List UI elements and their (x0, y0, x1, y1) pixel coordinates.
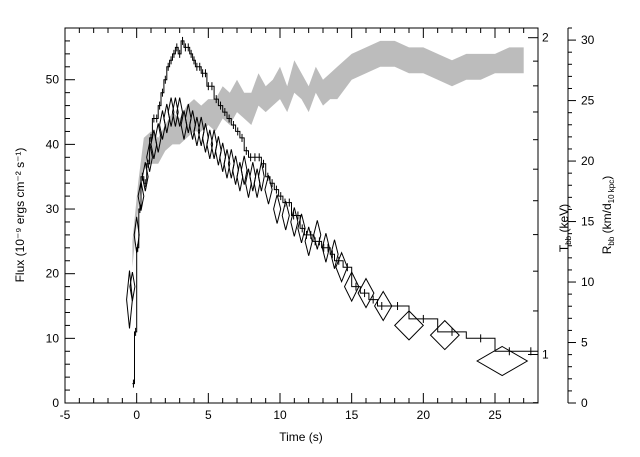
diamond-point (184, 103, 192, 134)
diamond-point (137, 181, 145, 211)
x-tick-label: 5 (205, 408, 212, 422)
y-tick-label: 40 (46, 137, 60, 151)
radius-tick-label: 15 (581, 215, 595, 229)
temperature-band (132, 40, 524, 268)
diamond-point (146, 142, 153, 172)
y-axis-title: Flux (10⁻⁹ ergs cm⁻² s⁻¹) (13, 148, 27, 283)
diamond-point (297, 213, 306, 244)
diamond-point (133, 216, 140, 254)
diamond-point (214, 136, 222, 166)
diamond-point (227, 149, 235, 179)
radius-tick-label: 20 (581, 154, 595, 168)
diamond-point (357, 277, 375, 309)
y-tick-label: 50 (46, 73, 60, 87)
diamond-point (240, 155, 248, 185)
temperature-tick-label: 2 (542, 31, 549, 45)
y-tick-label: 0 (52, 396, 59, 410)
diamond-point (281, 200, 290, 231)
x-axis-title: Time (s) (279, 430, 323, 444)
y-tick-label: 30 (46, 202, 60, 216)
x-tick-label: 25 (488, 408, 502, 422)
diamond-point (176, 97, 184, 127)
diamond-point (273, 194, 282, 224)
diamond-point (429, 319, 460, 351)
diamond-point (330, 239, 339, 269)
diamond-point (321, 233, 330, 263)
diamond-point (304, 226, 313, 256)
y-axis-right-temperature: 12 (528, 28, 549, 404)
x-tick-label: 15 (345, 408, 359, 422)
y-tick-label: 20 (46, 267, 60, 281)
diamond-point (290, 207, 299, 237)
radius-tick-label: 10 (581, 275, 595, 289)
diamond-point (476, 345, 529, 377)
y-tick-label: 10 (46, 331, 60, 345)
diamond-point (393, 310, 425, 341)
right-axis-radius-title: Rbb (km/d10 kpc) (600, 176, 616, 255)
radius-tick-label: 5 (581, 336, 588, 350)
temperature-band-layer (132, 40, 524, 268)
diamond-point (189, 110, 196, 140)
diamond-point (264, 175, 273, 205)
x-axis: -5 0 5 10 15 20 25 (60, 28, 539, 422)
y-axis-right-radius: 0 5 10 15 20 25 30 (567, 27, 595, 410)
radius-tick-label: 0 (581, 396, 588, 410)
diamond-point (197, 116, 205, 146)
x-tick-label: 10 (273, 408, 287, 422)
diamond-point (335, 251, 348, 284)
diamond-point (232, 155, 239, 185)
right-axis-temperature-title: Tbb (keV) (557, 204, 573, 252)
diamond-point (374, 290, 393, 322)
radius-tick-label: 25 (581, 94, 595, 108)
diamond-point (257, 162, 265, 192)
diamond-point (202, 123, 209, 153)
diamond-point (249, 162, 257, 192)
diamond-point (154, 123, 162, 153)
radius-tick-label: 30 (581, 33, 595, 47)
diamond-point (129, 272, 136, 302)
x-tick-label: 0 (133, 408, 140, 422)
diamond-point (126, 270, 133, 329)
diamond-point (313, 220, 322, 250)
x-tick-label: -5 (60, 408, 71, 422)
diamond-points-layer (126, 97, 529, 377)
diamond-point (219, 142, 227, 172)
diamond-point (343, 270, 360, 303)
y-axis-left: 0 10 20 30 40 50 (46, 27, 75, 410)
x-tick-label: 20 (417, 408, 431, 422)
diamond-point (210, 129, 218, 159)
temperature-tick-label: 1 (542, 348, 549, 362)
diamond-point (141, 162, 149, 192)
